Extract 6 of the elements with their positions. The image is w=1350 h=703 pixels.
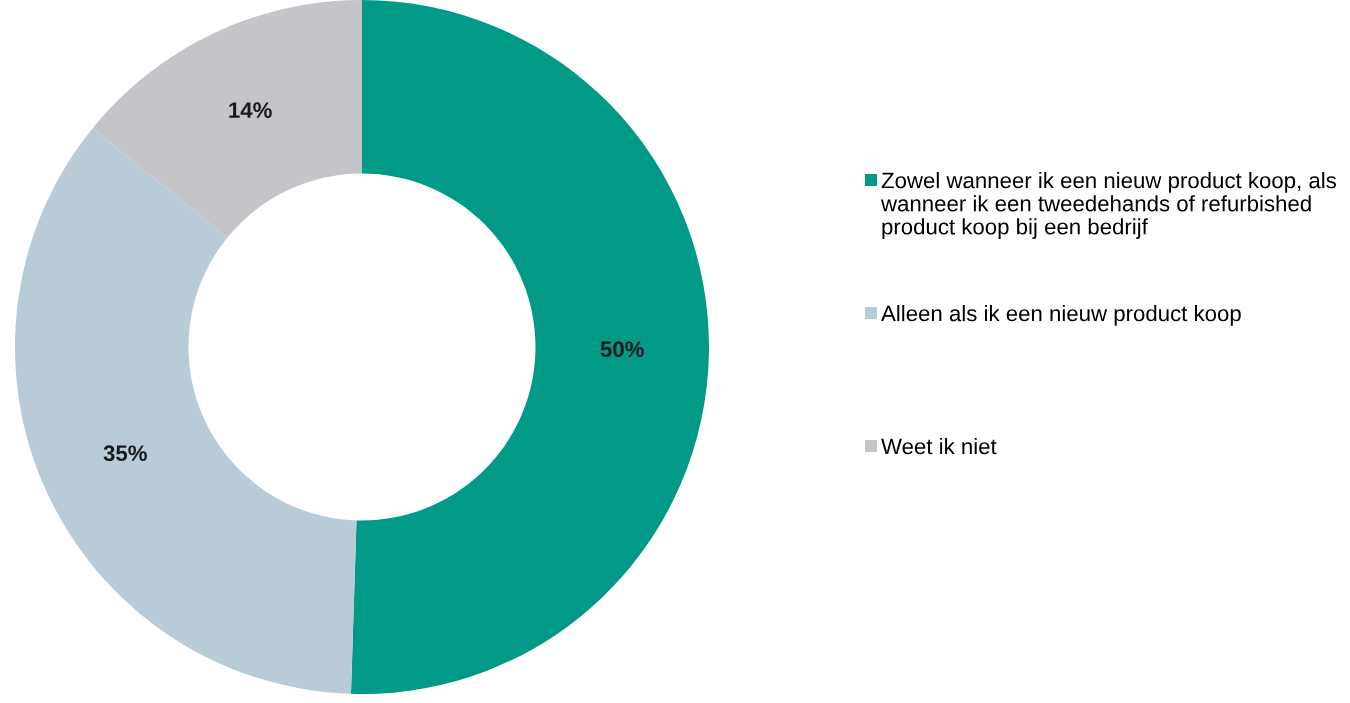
legend-label: Alleen als ik een nieuw product koop <box>881 305 1241 326</box>
data-label: 14% <box>229 102 272 118</box>
data-label: 50% <box>600 341 644 358</box>
legend-label: Weet ik niet <box>881 438 997 455</box>
data-label: 35% <box>103 445 147 462</box>
legend-label: Zowel wanneer ik een nieuw product koop, als wanneer ik een tweedehands of refurbished product koop bij een bedrijf <box>880 172 1337 239</box>
